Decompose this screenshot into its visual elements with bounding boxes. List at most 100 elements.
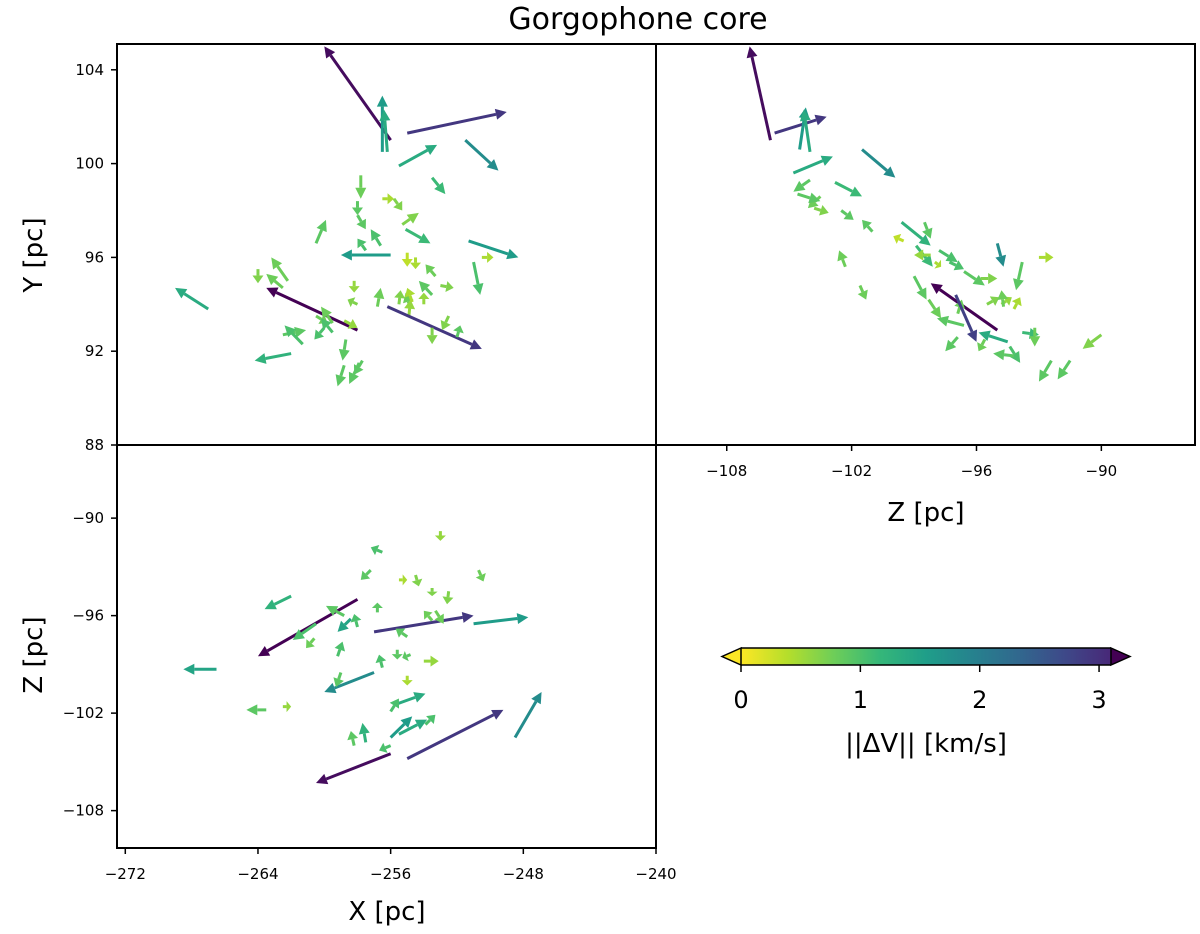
velocity-arrow	[406, 108, 507, 135]
arrows-xz	[183, 531, 542, 785]
velocity-arrow	[862, 219, 874, 233]
velocity-arrow	[857, 284, 868, 300]
velocity-arrow	[320, 306, 334, 324]
velocity-arrow	[980, 273, 998, 285]
velocity-arrow	[978, 330, 1009, 344]
velocity-arrow	[430, 176, 446, 195]
velocity-arrow	[963, 270, 985, 286]
colorbar-tick-label: 2	[972, 686, 987, 714]
x-tick-label: −256	[370, 865, 411, 883]
velocity-arrow	[797, 192, 821, 204]
velocity-arrow	[410, 257, 422, 270]
y-tick-label: 88	[85, 436, 104, 454]
velocity-arrow	[936, 315, 965, 327]
velocity-arrow	[799, 109, 812, 153]
velocity-arrow	[938, 249, 958, 263]
velocity-arrow	[837, 250, 848, 268]
velocity-arrow	[404, 227, 431, 244]
velocity-arrow	[472, 261, 484, 295]
velocity-arrow	[370, 544, 383, 556]
velocity-arrow	[1011, 297, 1022, 310]
velocity-arrow	[284, 325, 304, 346]
velocity-arrow	[440, 315, 451, 331]
velocity-arrow	[473, 613, 529, 626]
colorbar-tick-label: 0	[733, 686, 748, 714]
velocity-arrow	[266, 287, 359, 332]
axes-frame-xz	[116, 444, 657, 849]
velocity-arrow	[442, 591, 454, 605]
velocity-arrow	[401, 252, 413, 267]
velocity-arrow	[1029, 327, 1041, 347]
velocity-arrow	[373, 287, 385, 307]
y-tick-label: 104	[75, 61, 104, 79]
colorbar-ticks: 0 1 2 3	[733, 665, 1107, 714]
velocity-arrow	[333, 672, 344, 688]
xlabel-xz: X [pc]	[348, 897, 425, 927]
velocity-arrow	[418, 292, 430, 305]
velocity-arrow	[840, 209, 854, 220]
velocity-arrow	[995, 242, 1007, 267]
x-tick-label: −240	[635, 865, 676, 883]
velocity-arrow	[266, 273, 284, 290]
velocity-arrow	[945, 336, 959, 352]
velocity-arrow	[358, 722, 370, 743]
velocity-arrow	[350, 614, 362, 628]
velocity-arrow	[246, 704, 267, 716]
velocity-arrow	[306, 637, 316, 649]
colorbar-tick-label: 3	[1091, 686, 1106, 714]
velocity-arrow	[834, 181, 863, 197]
arrows-xy	[175, 46, 519, 387]
velocity-arrow	[954, 294, 978, 342]
x-tick-label: −96	[961, 462, 993, 480]
velocity-arrow	[351, 201, 363, 216]
ticks-zy: −108 −102 −96 −90	[706, 445, 1117, 480]
velocity-arrow	[183, 663, 217, 675]
velocity-arrow	[360, 569, 372, 580]
velocity-arrow	[348, 280, 360, 293]
velocity-arrow	[292, 622, 317, 640]
velocity-arrow	[1013, 261, 1024, 291]
velocity-arrow	[252, 269, 264, 284]
velocity-arrow	[325, 605, 345, 617]
velocity-arrow	[792, 155, 833, 175]
velocity-arrow	[997, 290, 1009, 307]
velocity-arrow	[334, 641, 346, 657]
colorbar: 0 1 2 3 ||ΔV|| [km/s]	[720, 646, 1132, 759]
velocity-arrow	[314, 219, 327, 244]
velocity-arrow	[411, 574, 423, 587]
velocity-arrow	[861, 148, 896, 178]
ticks-xy: 104 100 96 92 88	[75, 61, 117, 454]
velocity-arrow	[746, 46, 772, 141]
velocity-arrow	[948, 260, 964, 271]
velocity-arrow	[271, 257, 290, 282]
y-tick-label: 92	[85, 342, 104, 360]
velocity-arrow	[389, 698, 400, 713]
velocity-arrow	[922, 221, 933, 239]
x-tick-label: −264	[237, 865, 278, 883]
velocity-arrow	[402, 650, 412, 662]
velocity-arrow	[426, 588, 438, 597]
velocity-arrow	[793, 178, 811, 192]
velocity-arrow	[513, 692, 542, 739]
velocity-arrow	[993, 349, 1015, 361]
velocity-arrow	[373, 611, 474, 634]
velocity-arrow	[404, 287, 416, 303]
velocity-arrow	[379, 109, 391, 152]
velocity-arrow	[340, 249, 391, 261]
velocity-arrow	[392, 197, 403, 211]
velocity-arrow	[440, 281, 454, 293]
y-tick-label: −90	[72, 509, 104, 527]
velocity-arrow	[282, 701, 292, 713]
velocity-arrow	[398, 144, 438, 168]
velocity-arrow	[343, 319, 358, 329]
velocity-arrow	[356, 214, 366, 230]
arrows-zy	[746, 46, 1103, 382]
velocity-arrow	[1038, 359, 1053, 382]
ylabel-xz: Z [pc]	[19, 616, 49, 693]
x-tick-label: −272	[105, 865, 146, 883]
velocity-arrow	[464, 139, 499, 171]
velocity-arrow	[398, 574, 408, 586]
velocity-arrow	[386, 305, 482, 350]
colorbar-extend-max	[1110, 646, 1132, 667]
velocity-arrow	[1057, 359, 1072, 380]
